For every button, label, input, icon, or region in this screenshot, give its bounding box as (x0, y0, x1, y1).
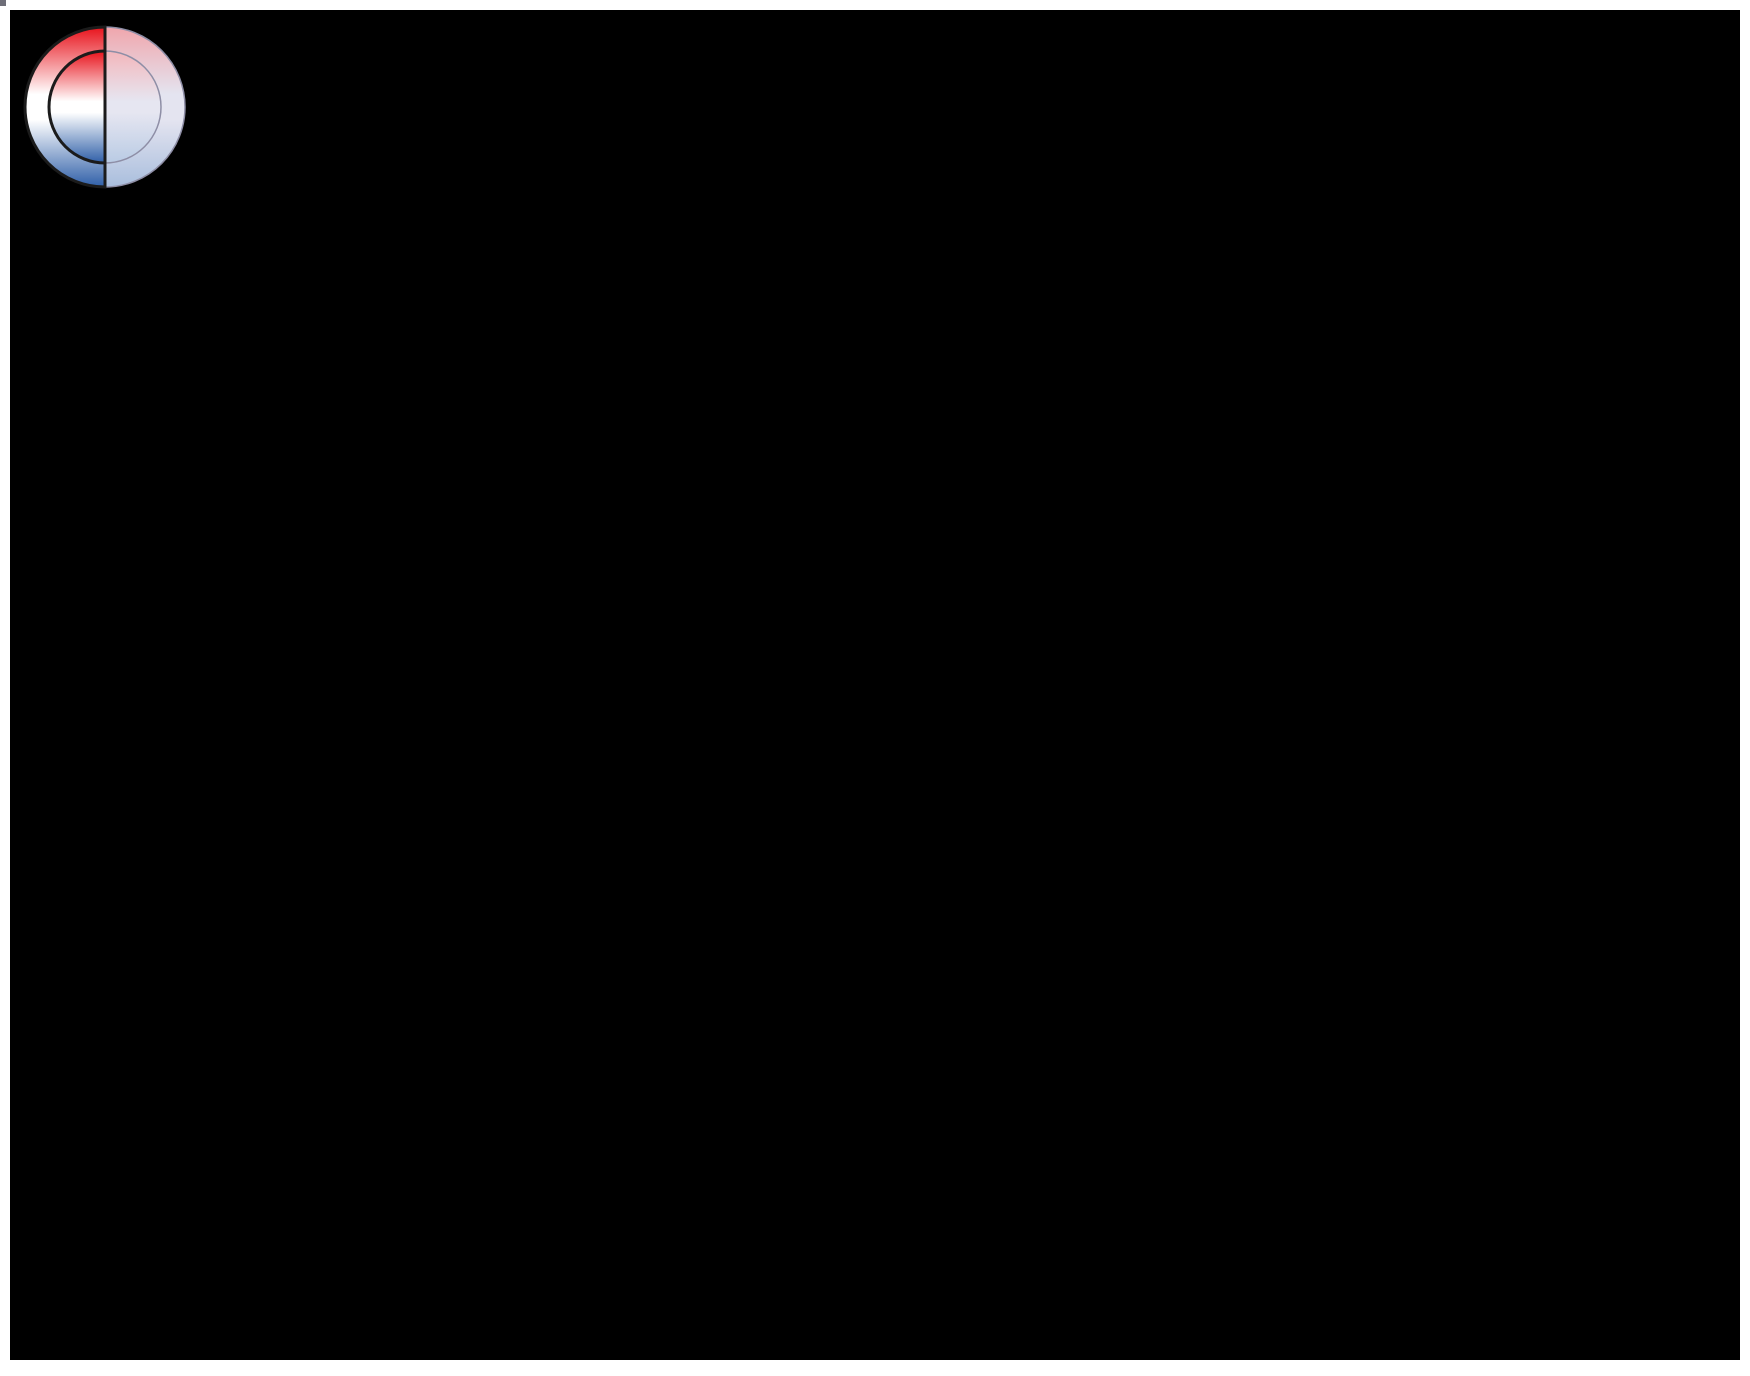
legend-glyph (23, 25, 186, 189)
figure-background (10, 10, 1740, 1360)
legend-panel (0, 0, 186, 189)
